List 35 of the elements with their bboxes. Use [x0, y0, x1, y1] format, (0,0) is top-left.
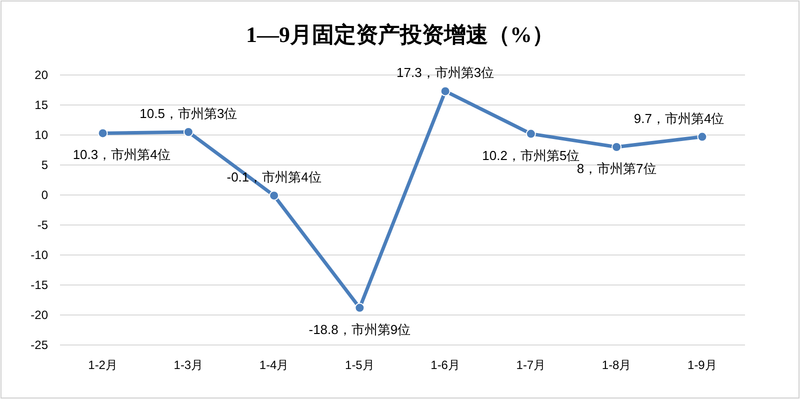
y-tick-label: -20 [30, 308, 48, 322]
y-tick-label: -15 [30, 278, 48, 292]
data-label: 9.7，市州第4位 [634, 110, 724, 126]
y-tick-label: -10 [30, 248, 48, 262]
y-tick-label: -5 [37, 218, 48, 232]
point [269, 190, 280, 201]
y-tick-label: -25 [30, 338, 48, 352]
x-tick-label: 1-5月 [345, 358, 374, 372]
data-label: 10.2，市州第5位 [482, 148, 580, 163]
x-tick-label: 1-6月 [430, 358, 460, 372]
y-tick-label: 15 [34, 98, 48, 112]
data-label: 10.5，市州第3位 [140, 106, 238, 121]
point [526, 128, 536, 139]
point [440, 86, 450, 96]
x-tick-label: 1-2月 [88, 358, 118, 372]
point [98, 128, 108, 138]
x-tick-label: 1-3月 [174, 358, 204, 372]
y-tick-label: 20 [34, 68, 48, 82]
x-tick-label: 1-9月 [688, 358, 717, 372]
point [183, 127, 194, 137]
data-label: 8，市州第7位 [576, 161, 656, 176]
x-tick-label: 1-8月 [602, 358, 632, 372]
data-label: -18.8，市州第9位 [308, 322, 411, 337]
y-tick-label: 5 [41, 158, 48, 172]
data-label: 17.3，市州第3位 [396, 65, 494, 80]
y-tick-label: 10 [34, 128, 48, 142]
data-label: 10.3，市州第4位 [72, 147, 170, 162]
point [612, 142, 622, 152]
x-tick-label: 1-7月 [516, 358, 546, 372]
x-tick-label: 1-4月 [259, 358, 289, 372]
data-label: -0.1，市州第4位 [226, 170, 322, 185]
y-tick-label: 0 [41, 188, 48, 202]
point [354, 302, 365, 313]
point [697, 132, 708, 142]
chart-title: 1—9月固定资产投资增速（%） [246, 22, 554, 47]
